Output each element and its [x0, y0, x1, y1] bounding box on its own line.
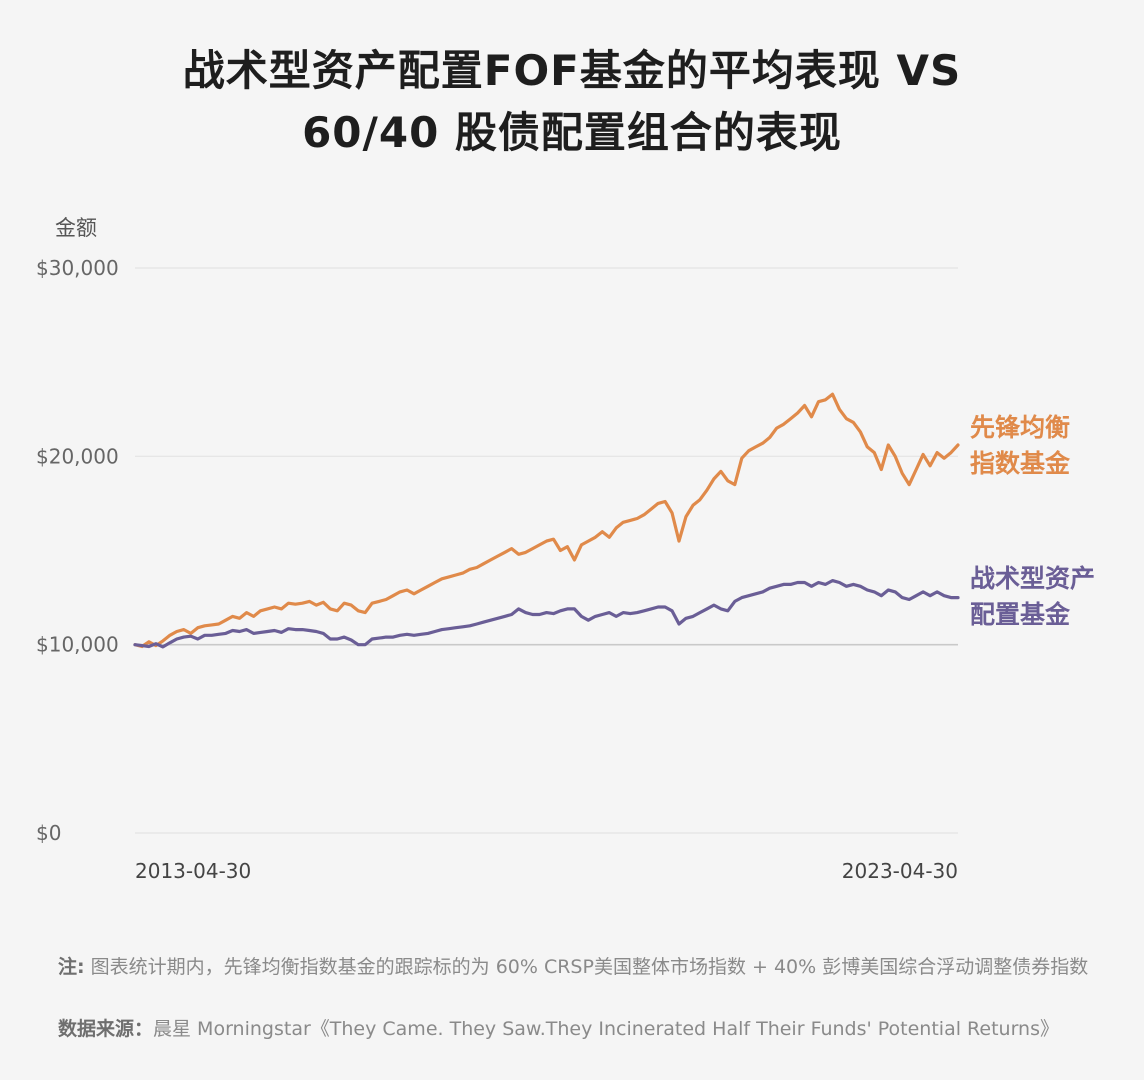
- series-line-vanguard: [133, 392, 960, 649]
- series-label-line2: 指数基金: [970, 449, 1071, 478]
- x-tick-label-end: 2023-04-30: [842, 859, 958, 883]
- series-label-line1: 先锋均衡: [970, 413, 1070, 442]
- y-tick-label: $0: [36, 821, 61, 845]
- line-chart: 金额 $0 $10,000 $20,000 $30,000 2013-04-30 2023-…: [36, 216, 1095, 883]
- series-label-line1: 战术型资产: [970, 564, 1095, 593]
- chart-title-line1: 战术型资产配置FOF基金的平均表现 VS: [182, 46, 962, 95]
- y-tick-label: $30,000: [36, 256, 119, 280]
- series-label-line2: 配置基金: [970, 600, 1071, 629]
- y-tick-label: $20,000: [36, 444, 119, 468]
- x-tick-label-start: 2013-04-30: [135, 859, 251, 883]
- footnote-text: 图表统计期内，先锋均衡指数基金的跟踪标的为 60% CRSP美国整体市场指数 +…: [84, 956, 1089, 978]
- chart-title-line2: 60/40 股债配置组合的表现: [302, 108, 842, 157]
- footnote: 注: 图表统计期内，先锋均衡指数基金的跟踪标的为 60% CRSP美国整体市场指…: [58, 952, 1098, 982]
- series-line-tactical: [133, 578, 960, 649]
- y-tick-label: $10,000: [36, 633, 119, 657]
- source-text: 晨星 Morningstar《They Came. They Saw.They …: [153, 1018, 1059, 1040]
- source-note: 数据来源：晨星 Morningstar《They Came. They Saw.…: [58, 1014, 1118, 1044]
- footnote-label: 注:: [58, 956, 85, 978]
- y-axis-label: 金额: [55, 216, 97, 240]
- chart-title: 战术型资产配置FOF基金的平均表现 VS 60/40 股债配置组合的表现: [0, 40, 1144, 164]
- source-label: 数据来源：: [58, 1018, 154, 1040]
